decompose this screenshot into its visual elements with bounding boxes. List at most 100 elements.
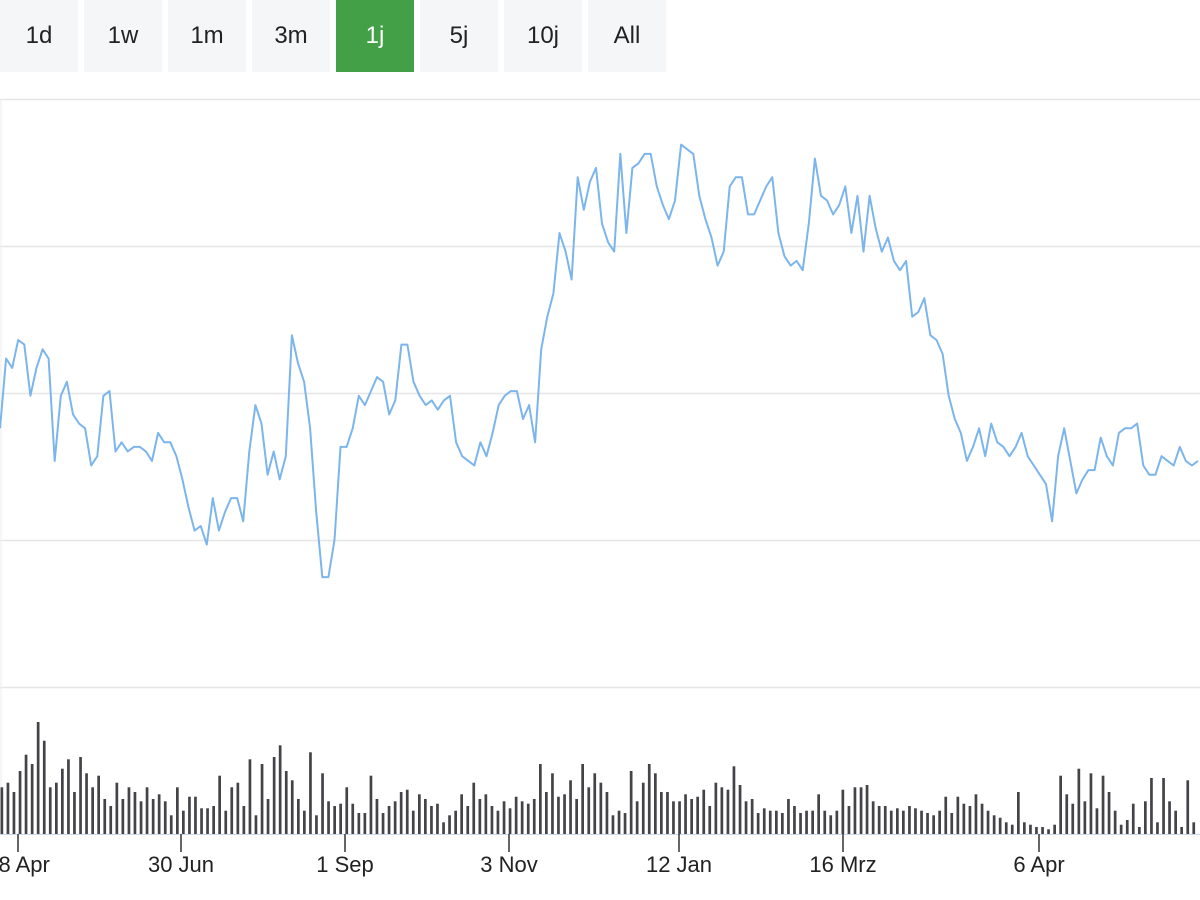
volume-bar xyxy=(1089,773,1093,834)
volume-bar xyxy=(708,806,712,834)
volume-bar xyxy=(775,810,778,834)
volume-bar xyxy=(24,754,28,834)
volume-bar xyxy=(1047,829,1050,834)
volume-bar xyxy=(635,801,639,834)
volume-bar xyxy=(587,787,591,834)
volume-bar xyxy=(339,803,342,834)
volume-bar xyxy=(968,806,972,834)
volume-bar xyxy=(575,799,578,834)
volume-bar xyxy=(762,808,766,834)
x-tick-label: 12 Jan xyxy=(646,852,712,877)
range-tab-1w[interactable]: 1w xyxy=(84,0,162,72)
volume-bar xyxy=(702,789,706,834)
volume-bar xyxy=(478,799,482,834)
volume-bar xyxy=(998,817,1002,834)
volume-bar xyxy=(678,801,681,834)
volume-bar xyxy=(962,803,966,834)
volume-bar xyxy=(194,796,197,834)
volume-bar xyxy=(557,796,560,834)
volume-bar xyxy=(157,794,161,834)
volume-bar xyxy=(992,815,996,834)
volume-bar xyxy=(169,815,173,834)
volume-bar xyxy=(605,792,609,834)
volume-bar xyxy=(454,810,457,834)
volume-bar xyxy=(327,801,330,834)
volume-bar xyxy=(714,782,718,834)
volume-bar xyxy=(532,799,536,834)
range-tab-3m[interactable]: 3m xyxy=(252,0,330,72)
volume-bar xyxy=(684,794,687,834)
x-tick-label: 28 Apr xyxy=(0,852,50,877)
volume-bar xyxy=(1138,827,1141,834)
volume-bar xyxy=(79,757,82,834)
x-axis: 28 Apr 30 Jun 1 Sep 3 Nov 12 Jan 16 Mrz 6 Apr xyxy=(0,834,1065,877)
volume-bar xyxy=(938,810,941,834)
volume-bar xyxy=(871,801,875,834)
volume-bar xyxy=(623,813,627,834)
volume-bar xyxy=(6,782,10,834)
volume-bar xyxy=(599,782,603,834)
volume-bar xyxy=(381,813,385,834)
volume-bar xyxy=(393,801,397,834)
volume-bar xyxy=(36,722,40,834)
volume-bar xyxy=(647,764,651,834)
volume-bar xyxy=(750,799,754,834)
volume-bar xyxy=(472,782,476,834)
volume-bar xyxy=(260,764,264,834)
volume-bar xyxy=(865,785,869,834)
volume-bar xyxy=(496,810,500,834)
volume-bar xyxy=(738,785,742,834)
volume-bar xyxy=(835,810,839,834)
volume-bar xyxy=(248,759,252,834)
volume-bar xyxy=(896,808,899,834)
volume-bar xyxy=(920,810,923,834)
range-tab-1j[interactable]: 1j xyxy=(336,0,414,72)
volume-bar xyxy=(847,806,851,834)
volume-bar xyxy=(1186,780,1190,834)
range-selector: 1d 1w 1m 3m 1j 5j 10j All xyxy=(0,0,672,72)
volume-bar xyxy=(442,822,445,834)
range-tab-1m[interactable]: 1m xyxy=(168,0,246,72)
volume-bar xyxy=(944,796,948,834)
volume-bar xyxy=(163,801,167,834)
volume-bar xyxy=(508,808,512,834)
volume-bar xyxy=(986,810,990,834)
x-tick-label: 3 Nov xyxy=(480,852,537,877)
volume-bar xyxy=(768,810,772,834)
volume-bar xyxy=(1192,822,1196,834)
volume-bar xyxy=(799,813,802,834)
volume-bar xyxy=(466,806,470,834)
volume-bar xyxy=(1095,808,1099,834)
volume-bar xyxy=(224,810,228,834)
volume-bar xyxy=(593,773,597,834)
volume-bar xyxy=(460,794,463,834)
volume-bar xyxy=(490,806,494,834)
range-tab-10j[interactable]: 10j xyxy=(504,0,582,72)
volume-bar xyxy=(309,752,312,834)
volume-bar xyxy=(212,806,215,834)
volume-bar xyxy=(932,815,935,834)
range-tab-all[interactable]: All xyxy=(588,0,666,72)
volume-bar xyxy=(732,766,736,834)
volume-bar xyxy=(1065,794,1069,834)
volume-bar xyxy=(1156,822,1159,834)
volume-bar xyxy=(91,787,94,834)
range-tab-1d[interactable]: 1d xyxy=(0,0,78,72)
volume-bar xyxy=(1162,778,1165,834)
volume-bar xyxy=(502,801,506,834)
volume-bar xyxy=(1174,810,1177,834)
volume-bar xyxy=(266,799,270,834)
volume-bar xyxy=(0,787,4,834)
volume-bar xyxy=(133,792,137,834)
volume-bar xyxy=(956,796,960,834)
volume-bar xyxy=(151,799,155,834)
volume-bar xyxy=(581,764,584,834)
volume-bar xyxy=(914,808,917,834)
volume-bar xyxy=(1035,827,1038,834)
volume-bar xyxy=(405,789,409,834)
volume-bar xyxy=(139,801,143,834)
volume-bar xyxy=(1180,827,1183,834)
volume-bar xyxy=(345,787,349,834)
range-tab-5j[interactable]: 5j xyxy=(420,0,498,72)
price-line-series xyxy=(0,143,1199,579)
